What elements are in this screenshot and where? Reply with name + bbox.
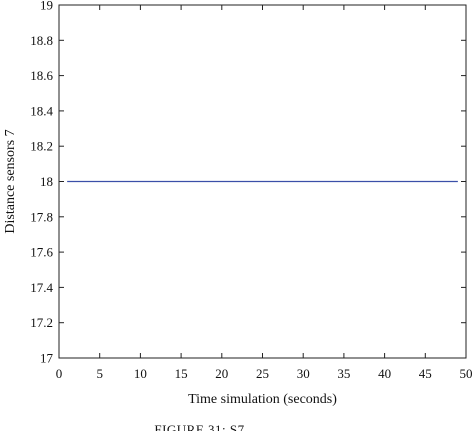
x-tick-label: 40 [378,366,391,381]
y-tick-label: 17.4 [30,280,53,295]
y-tick-label: 19 [40,0,53,13]
x-tick-label: 50 [460,366,473,381]
x-tick-label: 15 [175,366,188,381]
y-tick-label: 18.6 [30,68,53,83]
x-tick-label: 10 [134,366,147,381]
y-tick-label: 18 [40,174,53,189]
y-axis-ticks: 17 17.2 17.4 17.6 17.8 18 18.2 18.4 18.6 18.8 19 [30,0,466,366]
x-axis-ticks: 0 5 10 15 20 25 30 35 40 45 50 [56,5,473,381]
y-axis-label: Distance sensors 7 [3,129,18,233]
x-tick-label: 0 [56,366,63,381]
x-tick-label: 5 [96,366,103,381]
y-tick-label: 18.4 [30,103,53,118]
y-tick-label: 18.2 [30,139,53,154]
x-tick-label: 35 [337,366,350,381]
y-tick-label: 17.8 [30,209,53,224]
x-axis-label: Time simulation (seconds) [188,392,337,407]
y-tick-label: 17.2 [30,315,53,330]
figure-caption: FIGURE 31: S7 ... ... ... ... ... [154,422,319,431]
x-tick-label: 30 [297,366,310,381]
x-tick-label: 45 [419,366,432,381]
y-tick-label: 17 [40,351,54,366]
x-tick-label: 20 [215,366,228,381]
x-tick-label: 25 [256,366,269,381]
y-tick-label: 18.8 [30,33,53,48]
y-tick-label: 17.6 [30,245,53,260]
